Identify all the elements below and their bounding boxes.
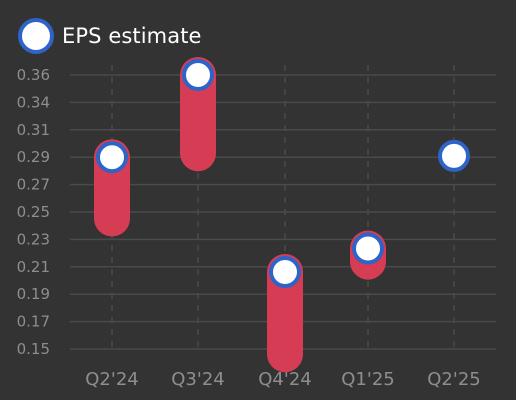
y-tick-label: 0.23 xyxy=(17,230,50,248)
x-tick-label: Q2'25 xyxy=(427,369,480,390)
y-tick-label: 0.21 xyxy=(17,258,50,276)
y-tick-label: 0.36 xyxy=(17,66,50,84)
y-tick-label: 0.19 xyxy=(17,285,50,303)
eps-estimate-point xyxy=(352,232,384,265)
x-tick-label: Q1'25 xyxy=(341,369,394,390)
x-tick-label: Q4'24 xyxy=(258,369,311,390)
y-tick-label: 0.25 xyxy=(17,203,50,221)
eps-estimate-point xyxy=(269,256,301,289)
x-tick-label: Q3'24 xyxy=(171,369,224,390)
y-tick-label: 0.15 xyxy=(17,340,50,358)
y-tick-label: 0.27 xyxy=(17,176,50,194)
eps-estimate-point xyxy=(182,59,214,91)
eps-estimate-point xyxy=(96,141,128,174)
y-tick-label: 0.17 xyxy=(17,313,50,331)
x-tick-label: Q2'24 xyxy=(85,369,138,390)
legend: EPS estimate xyxy=(18,18,202,54)
y-tick-label: 0.31 xyxy=(17,121,50,139)
y-tick-label: 0.34 xyxy=(17,93,50,111)
y-tick-label: 0.29 xyxy=(17,148,50,166)
legend-label: EPS estimate xyxy=(62,24,202,48)
eps-estimate-point xyxy=(438,139,470,172)
legend-marker-icon xyxy=(18,18,54,54)
